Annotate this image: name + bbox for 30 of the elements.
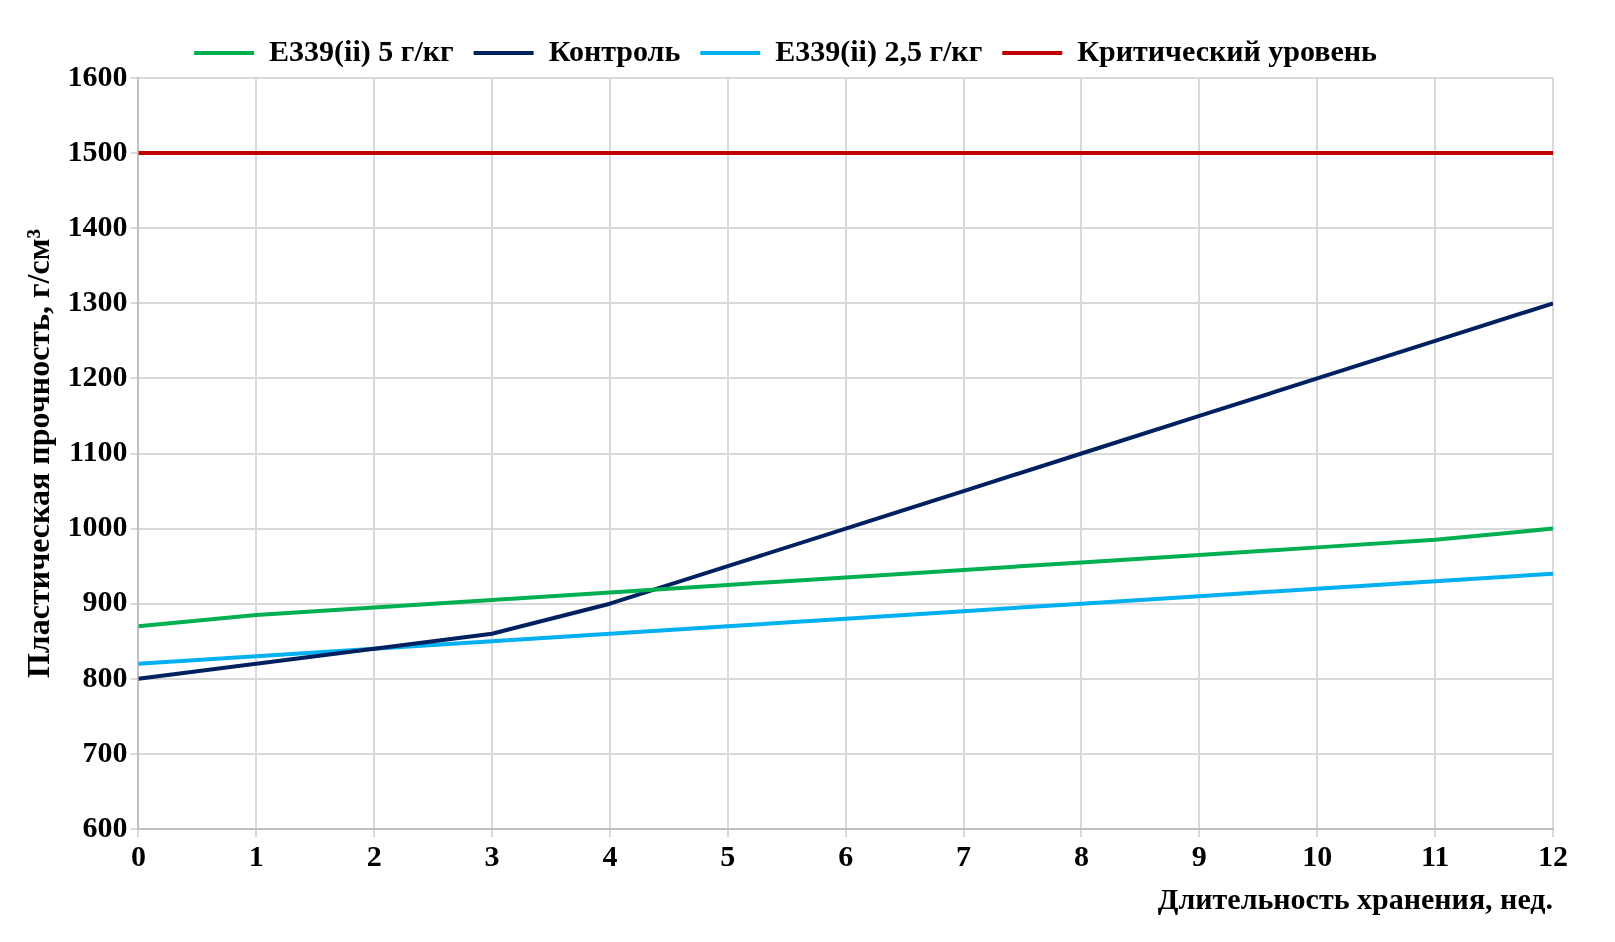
y-tick-label: 1400 xyxy=(67,208,128,242)
legend-label: Критический уровень xyxy=(1077,33,1378,67)
x-axis-title: Длительность хранения, нед. xyxy=(1157,881,1553,915)
x-tick-label: 10 xyxy=(1302,838,1333,872)
y-tick-label: 900 xyxy=(82,584,128,618)
legend-label: Контроль xyxy=(548,33,681,67)
x-tick-label: 4 xyxy=(602,838,618,872)
legend-label: E339(ii) 2,5 г/кг xyxy=(775,33,983,68)
y-tick-label: 800 xyxy=(82,659,128,693)
y-tick-label: 1300 xyxy=(67,284,128,318)
legend-label: E339(ii) 5 г/кг xyxy=(269,33,454,68)
y-tick-label: 600 xyxy=(82,809,128,843)
y-tick-label: 1600 xyxy=(67,58,128,92)
x-tick-label: 7 xyxy=(956,838,972,872)
x-tick-label: 9 xyxy=(1191,838,1207,872)
y-axis-title: Пластическая прочность, г/см³ xyxy=(20,228,57,679)
x-tick-label: 12 xyxy=(1538,838,1568,872)
y-tick-label: 1500 xyxy=(67,133,128,167)
x-tick-label: 5 xyxy=(720,838,736,872)
y-tick-label: 1100 xyxy=(69,434,128,468)
x-tick-label: 3 xyxy=(484,838,500,872)
x-tick-label: 8 xyxy=(1073,838,1089,872)
x-tick-label: 2 xyxy=(366,838,382,872)
x-tick-label: 0 xyxy=(130,838,146,872)
x-tick-label: 1 xyxy=(248,838,264,872)
y-tick-label: 700 xyxy=(82,734,128,768)
x-tick-label: 6 xyxy=(838,838,854,872)
y-tick-label: 1200 xyxy=(67,359,128,393)
x-tick-label: 11 xyxy=(1420,838,1450,872)
y-tick-label: 1000 xyxy=(67,509,128,543)
